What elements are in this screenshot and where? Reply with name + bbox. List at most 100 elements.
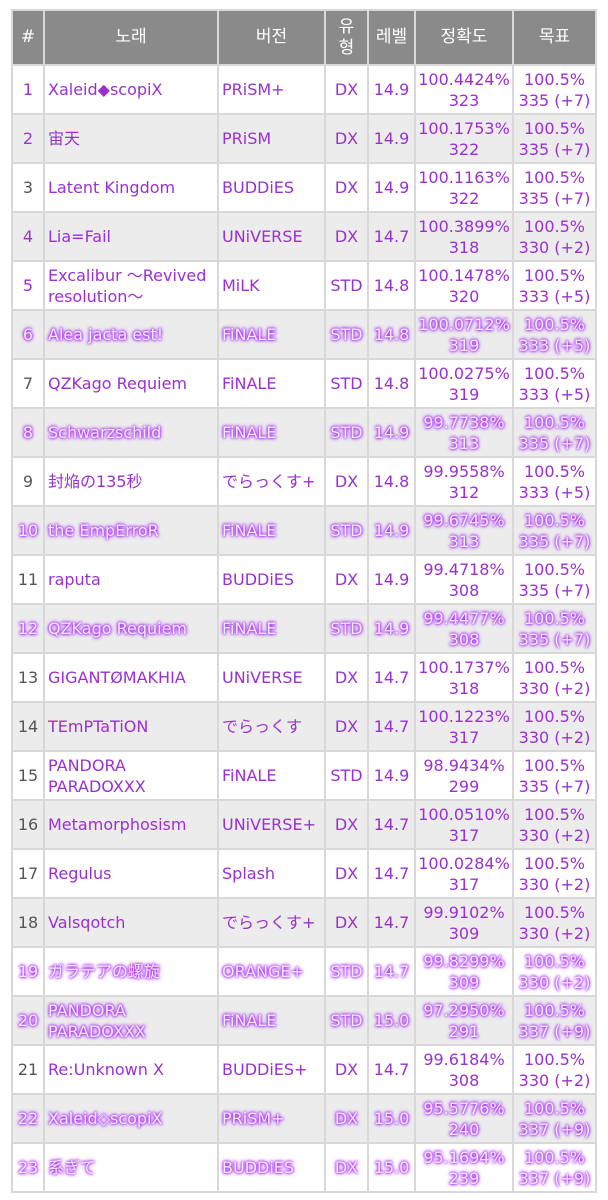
rating: 318 <box>448 237 480 257</box>
column-header: 유 형 <box>326 11 367 64</box>
level-cell: 14.8 <box>369 262 414 309</box>
song-cell: Schwarzschild <box>45 409 217 456</box>
accuracy-cell: 99.9558% 312 <box>416 458 512 505</box>
song-cell: QZKago Requiem <box>45 605 217 652</box>
percent: 99.7738% <box>423 412 505 432</box>
type-cell: STD <box>326 409 367 456</box>
ver-cell: PRiSM+ <box>219 1095 324 1142</box>
percent: 100.5% <box>523 510 585 530</box>
target-cell: 100.5% 335 (+7) <box>514 409 595 456</box>
type-cell: DX <box>326 1144 367 1191</box>
percent: 99.4477% <box>423 608 505 628</box>
table-row: 8 Schwarzschild FiNALE STD 14.9 99.7738% 313 10… <box>13 409 595 456</box>
accuracy-cell: 100.0275% 319 <box>416 360 512 407</box>
percent: 100.1163% <box>418 167 510 187</box>
percent: 100.5% <box>523 755 585 775</box>
column-header: 레벨 <box>369 11 414 64</box>
percent: 99.9102% <box>423 902 505 922</box>
accuracy-cell: 99.4718% 308 <box>416 556 512 603</box>
type-cell: DX <box>326 556 367 603</box>
song-cell: Metamorphosism <box>45 801 217 848</box>
table-row: 16 Metamorphosism UNiVERSE+ DX 14.7 100.0510%… <box>13 801 595 848</box>
level-cell: 14.7 <box>369 703 414 750</box>
rank-cell: 16 <box>13 801 43 848</box>
rating: 317 <box>448 727 480 747</box>
song-cell: ガラテアの螺旋 <box>45 948 217 995</box>
level-cell: 14.9 <box>369 507 414 554</box>
rating: 330 (+2) <box>518 1070 591 1090</box>
type-cell: STD <box>326 605 367 652</box>
target-cell: 100.5% 335 (+7) <box>514 66 595 113</box>
song-cell: GIGANTØMAKHIA <box>45 654 217 701</box>
percent: 100.5% <box>523 804 585 824</box>
level-cell: 15.0 <box>369 1095 414 1142</box>
rating: 335 (+7) <box>518 580 591 600</box>
rating: 330 (+2) <box>518 972 591 992</box>
ver-cell: PRiSM <box>219 115 324 162</box>
rank-cell: 2 <box>13 115 43 162</box>
song-cell: QZKago Requiem <box>45 360 217 407</box>
target-cell: 100.5% 337 (+9) <box>514 1144 595 1191</box>
level-cell: 14.7 <box>369 948 414 995</box>
column-header: 정확도 <box>416 11 512 64</box>
table-row: 15 PANDORA PARADOXXX FiNALE STD 14.9 98.9434%… <box>13 752 595 799</box>
table-row: 10 the EmpErroR FiNALE STD 14.9 99.6745% 313 10… <box>13 507 595 554</box>
score-table: # 노래 버전 유 형 레벨 정확도 목표 1 Xaleid◆scopiX PRiSM+ DX 14… <box>11 9 597 1193</box>
rating: 333 (+5) <box>518 384 591 404</box>
percent: 100.5% <box>523 461 585 481</box>
column-header: 노래 <box>45 11 217 64</box>
rank-cell: 23 <box>13 1144 43 1191</box>
percent: 99.6184% <box>423 1049 505 1069</box>
rank-cell: 20 <box>13 997 43 1044</box>
rating: 239 <box>448 1168 480 1188</box>
target-cell: 100.5% 330 (+2) <box>514 1046 595 1093</box>
percent: 100.5% <box>523 363 585 383</box>
rating: 337 (+9) <box>518 1021 591 1041</box>
table-row: 4 Lia=Fail UNiVERSE DX 14.7 100.3899% 318 100.5… <box>13 213 595 260</box>
rating: 308 <box>448 1070 480 1090</box>
percent: 100.5% <box>523 951 585 971</box>
table-body: 1 Xaleid◆scopiX PRiSM+ DX 14.9 100.4424% 323 10… <box>13 66 595 1191</box>
percent: 100.5% <box>523 1098 585 1118</box>
ver-cell: FiNALE <box>219 752 324 799</box>
song-cell: PANDORA PARADOXXX <box>45 997 217 1044</box>
target-cell: 100.5% 335 (+7) <box>514 507 595 554</box>
level-cell: 14.9 <box>369 752 414 799</box>
percent: 100.0284% <box>418 853 510 873</box>
accuracy-cell: 100.1753% 322 <box>416 115 512 162</box>
table-row: 12 QZKago Requiem FiNALE STD 14.9 99.4477% 308… <box>13 605 595 652</box>
type-cell: DX <box>326 899 367 946</box>
rank-cell: 11 <box>13 556 43 603</box>
percent: 100.1737% <box>418 657 510 677</box>
rank-cell: 15 <box>13 752 43 799</box>
rating: 337 (+9) <box>518 1168 591 1188</box>
accuracy-cell: 100.1737% 318 <box>416 654 512 701</box>
level-cell: 15.0 <box>369 1144 414 1191</box>
target-cell: 100.5% 333 (+5) <box>514 262 595 309</box>
song-cell: Latent Kingdom <box>45 164 217 211</box>
percent: 100.5% <box>523 167 585 187</box>
target-cell: 100.5% 330 (+2) <box>514 703 595 750</box>
percent: 100.5% <box>523 1000 585 1020</box>
rating: 335 (+7) <box>518 531 591 551</box>
rank-cell: 9 <box>13 458 43 505</box>
percent: 100.5% <box>523 265 585 285</box>
table-row: 7 QZKago Requiem FiNALE STD 14.8 100.0275% 319… <box>13 360 595 407</box>
rating: 309 <box>448 923 480 943</box>
table-row: 17 Regulus Splash DX 14.7 100.0284% 317 100.5% 3… <box>13 850 595 897</box>
accuracy-cell: 99.7738% 313 <box>416 409 512 456</box>
type-cell: DX <box>326 66 367 113</box>
level-cell: 14.7 <box>369 850 414 897</box>
level-cell: 14.9 <box>369 409 414 456</box>
percent: 100.0712% <box>418 314 510 334</box>
rank-cell: 3 <box>13 164 43 211</box>
target-cell: 100.5% 335 (+7) <box>514 164 595 211</box>
type-cell: DX <box>326 654 367 701</box>
accuracy-cell: 95.5776% 240 <box>416 1095 512 1142</box>
ver-cell: FiNALE <box>219 507 324 554</box>
ver-cell: でらっくす+ <box>219 458 324 505</box>
type-cell: STD <box>326 752 367 799</box>
accuracy-cell: 99.4477% 308 <box>416 605 512 652</box>
accuracy-cell: 100.1163% 322 <box>416 164 512 211</box>
ver-cell: UNiVERSE <box>219 654 324 701</box>
